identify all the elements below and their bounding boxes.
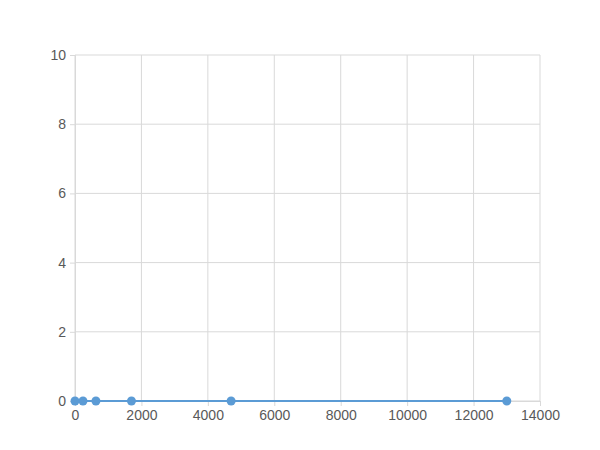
tick: 8000: [326, 401, 357, 423]
x-axis: 0 2000 4000 6000 8000 10000 12000 14000: [72, 401, 561, 423]
tick: 2: [58, 324, 75, 340]
grid-line: [274, 55, 275, 401]
grid-line: [75, 331, 540, 332]
grid-x: [75, 55, 540, 401]
marker: [502, 397, 511, 406]
marker: [127, 397, 136, 406]
marker: [91, 397, 100, 406]
grid-line: [75, 193, 540, 194]
grid-line: [407, 55, 408, 401]
tick: 6000: [259, 401, 290, 423]
tick: 14000: [521, 401, 560, 423]
chart: 0 2000 4000 6000 8000 10000 12000 14000 0 2 4 6 8 10: [0, 0, 600, 450]
tick: 4000: [193, 401, 224, 423]
y-axis: 0 2 4 6 8 10: [50, 47, 75, 409]
tick-label: 0: [72, 407, 80, 423]
marker: [227, 397, 236, 406]
tick: 6: [58, 185, 75, 201]
tick-label: 4: [58, 255, 66, 271]
tick-mark: [70, 55, 75, 56]
tick: 8: [58, 116, 75, 132]
plot: 0 2000 4000 6000 8000 10000 12000 14000 0 2 4 6 8 10: [50, 47, 560, 423]
grid-line: [75, 124, 540, 125]
tick-label: 2000: [126, 407, 157, 423]
tick-mark: [70, 124, 75, 125]
grid-line: [75, 401, 540, 402]
tick-label: 14000: [521, 407, 560, 423]
axis-line: [70, 56, 76, 402]
tick-mark: [70, 263, 75, 264]
line: [75, 400, 507, 402]
tick: 4: [58, 255, 75, 271]
tick-label: 4000: [193, 407, 224, 423]
marker: [71, 397, 80, 406]
tick: 12000: [455, 401, 494, 423]
tick-label: 2: [58, 324, 66, 340]
marker: [78, 397, 87, 406]
tick-label: 8000: [326, 407, 357, 423]
tick-label: 6: [58, 185, 66, 201]
tick-label: 10: [50, 47, 66, 63]
grid-line: [340, 55, 341, 401]
grid-line: [540, 55, 541, 401]
tick-label: 0: [58, 393, 66, 409]
grid-line: [141, 55, 142, 401]
grid-line: [75, 262, 540, 263]
grid-y: [75, 55, 540, 401]
axis-line: [76, 402, 541, 407]
grid-line: [75, 55, 540, 56]
tick-label: 6000: [259, 407, 290, 423]
tick: 10000: [388, 401, 427, 423]
grid-line: [207, 55, 208, 401]
tick-label: 12000: [455, 407, 494, 423]
tick-label: 8: [58, 116, 66, 132]
tick-mark: [70, 193, 75, 194]
series: [71, 397, 512, 406]
tick-label: 10000: [388, 407, 427, 423]
grid-line: [473, 55, 474, 401]
tick-mark: [540, 401, 541, 406]
tick: 10: [50, 47, 75, 63]
tick-mark: [70, 332, 75, 333]
